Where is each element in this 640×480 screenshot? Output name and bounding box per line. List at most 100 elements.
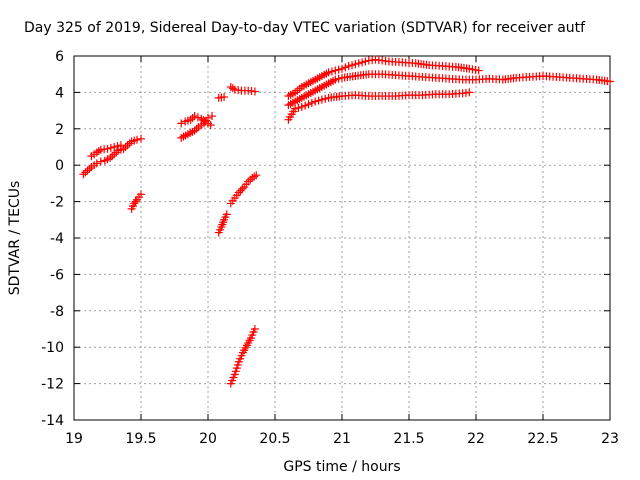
y-tick-label: -6 [50,267,64,283]
series-track-6 [214,92,229,102]
data-point [311,97,320,106]
data-point [338,64,346,73]
data-point [244,177,253,186]
data-point [226,82,235,91]
series-track-4 [177,112,215,130]
data-point [116,141,125,150]
data-point [334,65,343,74]
data-point [132,135,141,144]
data-point [341,63,350,72]
x-tick-label: 21.5 [393,431,424,447]
data-point [186,115,195,124]
y-tick-label: -12 [41,377,64,393]
data-point [81,168,90,177]
data-point [294,103,303,112]
data-point [110,143,119,151]
data-point [108,152,117,161]
data-point [324,68,333,77]
data-point [250,325,259,333]
y-tick-label: 4 [55,85,64,101]
data-point [606,77,614,86]
data-point [190,112,199,121]
data-point [204,113,212,122]
y-tick-label: 6 [55,49,64,65]
data-point [321,94,330,103]
data-point [83,166,92,175]
data-point [301,101,310,110]
data-point [351,60,360,69]
data-point [94,147,103,156]
series-track-9 [226,171,261,208]
series-track-2 [87,141,125,161]
data-point [222,210,231,219]
data-point [193,113,202,122]
data-point [304,100,313,109]
data-point [291,104,300,113]
series-track-13 [284,55,483,101]
data-point [314,96,323,105]
data-point [250,172,259,181]
y-tick-label: -14 [41,413,64,429]
data-point [354,59,363,68]
series-track-11 [284,88,474,124]
data-point [106,153,115,162]
series-track-5 [177,112,217,142]
y-tick-label: -8 [50,304,64,320]
data-point [307,98,316,107]
data-point [79,170,88,179]
data-point [103,144,112,153]
data-point [246,175,255,184]
data-point [234,188,243,197]
chart-title: Day 325 of 2019, Sidereal Day-to-day VTE… [24,20,586,36]
data-point [465,88,474,97]
x-tick-label: 19.5 [125,431,156,447]
data-point [121,143,130,151]
x-tick-label: 22 [467,431,485,447]
x-tick-label: 20 [199,431,217,447]
x-tick-label: 20.5 [259,431,290,447]
data-point [252,171,261,180]
data-point [348,61,357,70]
x-tick-label: 22.5 [527,431,558,447]
y-tick-label: -10 [41,340,64,356]
data-point [358,58,367,67]
grid [74,56,610,420]
data-point [92,159,101,168]
x-tick-label: 19 [65,431,83,447]
data-point [327,67,336,76]
x-tick-label: 21 [333,431,351,447]
data-point [106,143,115,152]
data-point [474,66,483,75]
data-point [123,141,132,150]
series-track-8 [214,210,231,237]
x-axis-label: GPS time / hours [283,459,400,475]
data-point [344,62,353,71]
y-tick-label: 2 [55,122,64,138]
axis-ticks: 19 19.5 20 20.5 21 21.5 22 22.5 23-14-12-10-8-6-… [41,49,619,447]
data-point [250,87,259,96]
series-track-10 [226,325,259,388]
data-point [125,139,134,148]
data-point [137,134,145,143]
data-point [137,190,145,199]
data-point [317,95,326,104]
series-track-7 [226,82,259,96]
series-track-3 [127,190,145,213]
y-tick-label: -2 [50,195,64,211]
data-point [85,164,94,173]
data-point [361,57,370,66]
series-track-12 [284,70,614,110]
data-point [113,142,122,151]
data-point [236,186,245,195]
x-tick-label: 23 [601,431,619,447]
data-point [248,173,257,182]
y-tick-label: 0 [55,158,64,174]
data-marks [79,55,614,388]
data-point [96,157,105,166]
data-point [112,148,121,157]
data-point [192,124,201,133]
data-point [92,148,101,157]
data-point [297,102,306,111]
data-point [208,112,217,121]
